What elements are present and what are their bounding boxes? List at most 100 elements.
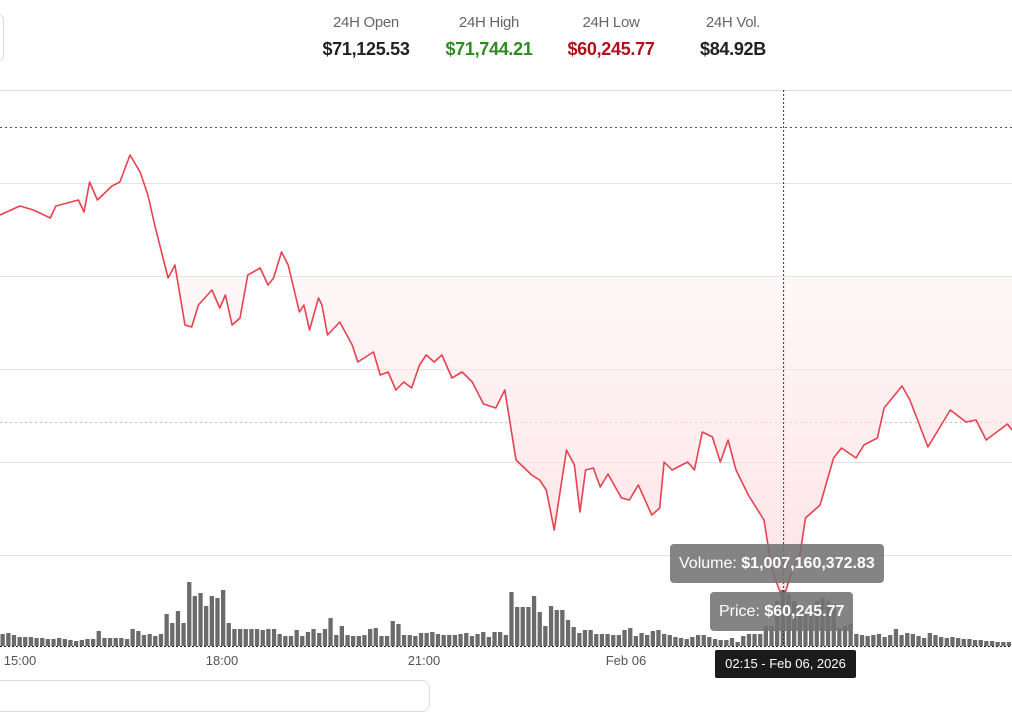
volume-bar <box>305 632 311 646</box>
volume-bar <box>639 633 644 646</box>
volume-bar <box>741 636 746 646</box>
volume-bar <box>678 638 684 646</box>
volume-bar <box>763 626 768 646</box>
volume-bar <box>1001 642 1006 646</box>
volume-bar <box>435 634 441 646</box>
volume-bar <box>232 629 237 646</box>
volume-bar <box>599 634 605 646</box>
volume-bar <box>430 632 435 646</box>
volume-bar <box>170 623 175 646</box>
volume-bar <box>254 629 260 646</box>
volume-bar <box>458 634 463 646</box>
volume-bar <box>961 639 966 646</box>
volume-bar <box>11 635 17 646</box>
volume-bar <box>972 640 978 646</box>
volume-bar <box>560 610 565 646</box>
volume-bar <box>181 623 186 646</box>
stat-value: $71,744.21 <box>445 39 533 59</box>
volume-bar <box>45 639 50 646</box>
volume-bar <box>57 638 62 646</box>
volume-bar <box>266 629 271 646</box>
volume-bar <box>854 634 859 646</box>
volume-bar <box>34 638 39 646</box>
stat-value: $71,125.53 <box>322 39 410 59</box>
stat-24h-open: 24H Open $71,125.53 <box>322 14 409 60</box>
volume-bar <box>939 637 944 646</box>
volume-bar <box>130 629 135 646</box>
volume-bar <box>548 606 554 646</box>
volume-bar <box>758 634 763 646</box>
price-chart[interactable]: 15:00 18:00 21:00 Feb 06 <box>0 0 1012 689</box>
volume-bar <box>271 629 277 646</box>
volume-bar <box>616 635 621 646</box>
volume-bar <box>283 636 288 646</box>
volume-bar <box>724 640 729 646</box>
stat-label: 24H Open <box>333 14 399 31</box>
volume-bar <box>384 636 390 646</box>
volume-bar <box>622 630 627 646</box>
volume-bar <box>401 635 407 646</box>
volume-bar <box>85 639 90 646</box>
volume-bar <box>351 636 356 646</box>
volume-bar <box>322 629 328 646</box>
volume-bar <box>215 598 220 646</box>
volume-bar <box>888 635 893 646</box>
volume-bar <box>136 631 141 646</box>
volume-bar <box>684 639 689 646</box>
volume-bar <box>950 637 955 646</box>
volume-bar <box>526 607 531 646</box>
volume-bar <box>871 635 876 646</box>
volume-bar <box>339 626 344 646</box>
volume-bar <box>209 596 214 646</box>
volume-bar <box>690 637 695 646</box>
volume-bar <box>944 638 949 646</box>
volume-bar <box>158 634 164 646</box>
volume-bar <box>842 626 848 646</box>
volume-bar <box>984 641 989 646</box>
volume-bar <box>390 621 395 646</box>
volume-bar <box>503 635 508 646</box>
volume-bar <box>650 631 655 646</box>
volume-bar <box>192 596 197 646</box>
volume-bar <box>837 628 842 646</box>
volume-bar <box>107 638 113 646</box>
volume-bar <box>175 611 181 646</box>
volume-bar <box>486 637 491 646</box>
volume-bar <box>492 632 497 646</box>
volume-tooltip-value: $1,007,160,372.83 <box>741 555 875 572</box>
volume-bar <box>96 631 101 646</box>
stat-label: 24H Low <box>582 14 640 31</box>
volume-bar <box>978 640 983 646</box>
volume-bar <box>611 635 616 646</box>
volume-bar <box>859 635 865 646</box>
volume-bar <box>334 635 339 646</box>
volume-bar <box>300 636 305 646</box>
volume-bar <box>956 638 961 646</box>
volume-bar <box>633 636 638 646</box>
volume-bar <box>537 612 542 646</box>
volume-bar <box>328 618 333 646</box>
volume-bar <box>79 640 84 646</box>
volume-bar <box>187 582 192 646</box>
stat-label: 24H High <box>458 14 520 31</box>
volume-bar <box>396 624 401 646</box>
volume-bar <box>645 635 650 646</box>
volume-bar <box>204 606 209 646</box>
volume-bar <box>23 637 28 646</box>
volume-bar <box>695 635 701 646</box>
x-tick-label: 21:00 <box>408 653 441 668</box>
volume-bar <box>543 626 548 646</box>
volume-bar <box>249 629 254 646</box>
volume-bar <box>746 634 752 646</box>
volume-bar <box>424 633 429 646</box>
x-tick-label: Feb 06 <box>606 653 646 668</box>
volume-bar <box>707 637 712 646</box>
volume-bar <box>916 636 921 646</box>
volume-bar <box>865 636 870 646</box>
x-axis: 15:00 18:00 21:00 Feb 06 <box>4 653 647 668</box>
volume-bar <box>277 634 282 646</box>
stat-label: 24H Vol. <box>705 14 761 31</box>
volume-bar <box>317 633 322 646</box>
volume-bar <box>469 636 475 646</box>
volume-bar <box>701 635 706 646</box>
